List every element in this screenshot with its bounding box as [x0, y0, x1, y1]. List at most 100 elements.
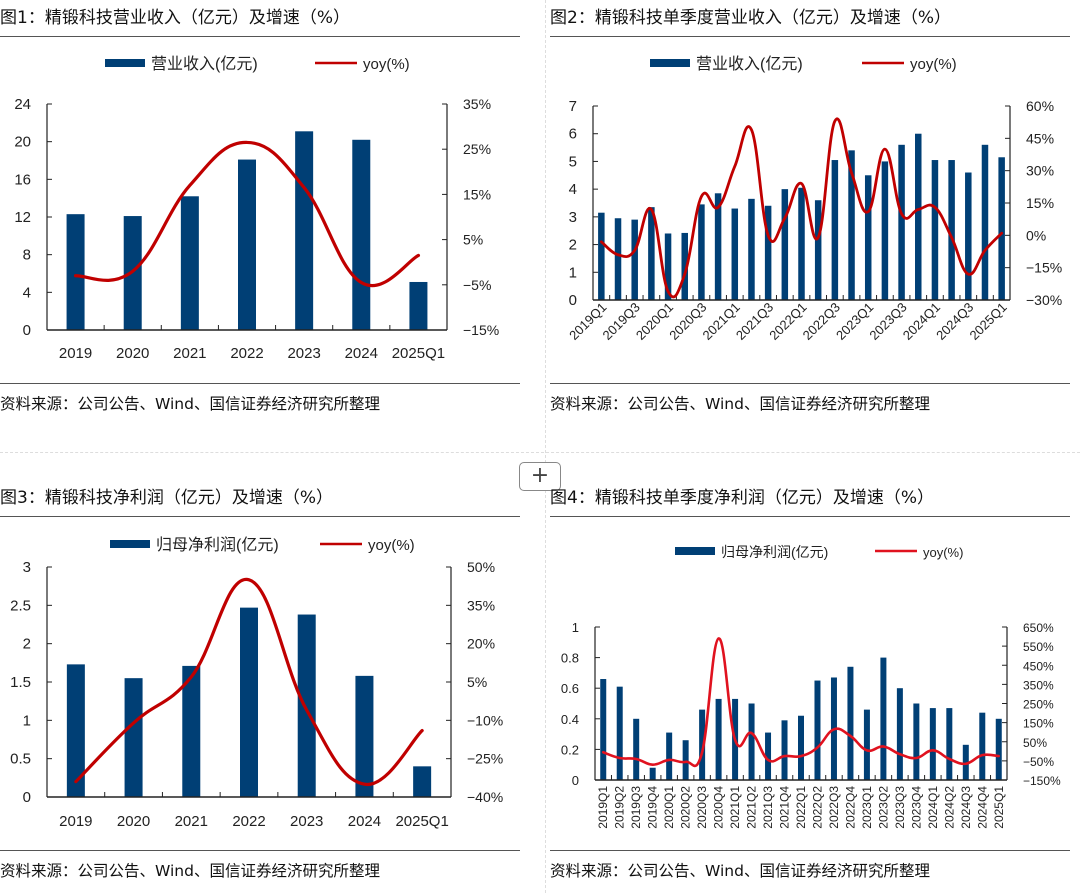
source-rule	[550, 850, 1070, 851]
bar	[614, 218, 622, 300]
left-axis-tick-label: 6	[569, 126, 577, 143]
bar	[648, 207, 655, 300]
right-axis-tick-label: 5%	[463, 232, 483, 248]
x-axis-tick-label: 2022Q4	[843, 786, 857, 829]
left-axis-tick-label: 0	[23, 322, 31, 339]
figure-4-title: 图4：精锻科技单季度净利润（亿元）及增速（%）	[550, 488, 934, 508]
right-axis-tick-label: −30%	[1026, 292, 1062, 308]
right-axis-tick-label: −15%	[1026, 260, 1062, 276]
bar	[965, 172, 972, 300]
bar	[352, 139, 371, 330]
left-axis-tick-label: 7	[569, 98, 577, 115]
figure-3-title: 图3：精锻科技净利润（亿元）及增速（%）	[0, 488, 333, 508]
source-note: 资料来源：公司公告、Wind、国信证券经济研究所整理	[550, 862, 930, 880]
bar	[814, 680, 821, 780]
source-rule	[0, 850, 520, 851]
yoy-line	[599, 117, 1004, 299]
right-axis-tick-label: 35%	[467, 597, 495, 613]
bar	[616, 686, 623, 780]
right-axis-tick-label: −50%	[1023, 755, 1054, 769]
left-axis-tick-label: 20	[14, 134, 31, 151]
source-note: 资料来源：公司公告、Wind、国信证券经济研究所整理	[0, 395, 380, 413]
right-axis-tick-label: 50%	[467, 559, 495, 575]
left-axis-tick-label: 0.2	[561, 742, 579, 757]
bar	[764, 205, 772, 300]
right-axis-tick-label: 30%	[1026, 163, 1054, 179]
x-axis-tick-label: 2024Q3	[959, 786, 973, 829]
add-button[interactable]: +	[519, 462, 561, 491]
figure-3-chart: 归母净利润(亿元) yoy(%) 0 0.5 1 1.5 2 2.5 3 −40% −25% −10%…	[10, 536, 503, 830]
bar	[781, 189, 789, 300]
x-axis-tick-label: 2022	[232, 813, 265, 830]
right-axis-tick-label: 650%	[1023, 621, 1054, 635]
bar	[664, 233, 672, 300]
bar	[631, 219, 638, 300]
bar	[649, 767, 656, 780]
left-axis-tick-label: 0	[23, 789, 31, 806]
bar	[929, 708, 936, 780]
bar	[848, 150, 855, 300]
bar	[847, 666, 854, 780]
legend-bar-swatch	[110, 540, 150, 548]
x-axis-tick-label: 2025Q1	[392, 345, 445, 362]
left-axis-tick-label: 0.4	[561, 712, 579, 727]
figure-1-chart: 营业收入(亿元) yoy(%)04812162024−15%−5%5%15%25%…	[14, 55, 499, 362]
x-axis-tick-label: 2019	[59, 345, 92, 362]
yoy-line	[601, 637, 1001, 768]
x-axis-tick-label: 2020Q1	[662, 786, 676, 829]
bar	[864, 175, 872, 300]
bar	[881, 161, 889, 300]
figure-1-title: 图1：精锻科技营业收入（亿元）及增速（%）	[0, 8, 350, 28]
bar	[666, 732, 673, 780]
x-axis-tick-label: 2022Q3	[827, 786, 841, 829]
legend-bar-label: 归母净利润(亿元)	[156, 536, 279, 554]
right-axis-tick-label: 150%	[1023, 717, 1054, 731]
bar	[913, 703, 920, 780]
bar	[598, 212, 605, 300]
x-axis-tick-label: 2025Q1	[992, 786, 1006, 829]
x-axis-tick-label: 2021	[173, 345, 206, 362]
x-axis-tick-label: 2025Q1	[966, 300, 1009, 343]
x-axis-tick-label: 2024Q2	[942, 786, 956, 829]
bar	[962, 744, 969, 780]
bar	[998, 157, 1005, 300]
bar	[731, 208, 739, 300]
x-axis-tick-label: 2019Q1	[596, 786, 610, 829]
right-axis-tick-label: 15%	[1026, 195, 1054, 211]
x-axis-tick-label: 2021Q4	[778, 786, 792, 829]
left-axis-tick-label: 0.5	[10, 751, 31, 768]
legend-bar-swatch	[675, 547, 715, 555]
right-axis-tick-label: −10%	[467, 712, 503, 728]
left-axis-tick-label: 4	[23, 284, 31, 301]
bar	[413, 766, 432, 797]
left-axis-tick-label: 0	[572, 773, 579, 788]
x-axis-tick-label: 2021Q2	[745, 786, 759, 829]
bar	[66, 664, 85, 797]
x-axis-tick-label: 2019	[59, 813, 92, 830]
bar	[880, 657, 887, 780]
legend-bar-label: 营业收入(亿元)	[151, 55, 258, 73]
bar	[798, 715, 804, 780]
bar	[981, 144, 989, 300]
column-divider	[545, 0, 546, 893]
x-axis-tick-label: 2021Q3	[761, 786, 775, 829]
legend-line-label: yoy(%)	[363, 56, 410, 73]
right-axis-tick-label: 25%	[463, 141, 491, 157]
left-axis-tick-label: 0.8	[561, 651, 579, 666]
left-axis-tick-label: 0.6	[561, 681, 579, 696]
bar	[979, 712, 986, 780]
bar	[781, 720, 788, 780]
x-axis-tick-label: 2020Q3	[695, 786, 709, 829]
left-axis-tick-label: 1	[23, 712, 31, 729]
right-axis-tick-label: −5%	[463, 277, 491, 293]
legend-bar-swatch	[650, 59, 690, 67]
right-axis-tick-label: −15%	[463, 322, 499, 338]
right-axis-tick-label: 450%	[1023, 659, 1054, 673]
legend-line-label: yoy(%)	[368, 537, 415, 554]
left-axis-tick-label: 16	[14, 171, 31, 188]
left-axis-tick-label: 3	[23, 559, 31, 576]
x-axis-tick-label: 2023	[290, 813, 323, 830]
bar	[124, 678, 143, 797]
right-axis-tick-label: 35%	[463, 96, 491, 112]
right-axis-tick-label: 0%	[1026, 227, 1046, 243]
